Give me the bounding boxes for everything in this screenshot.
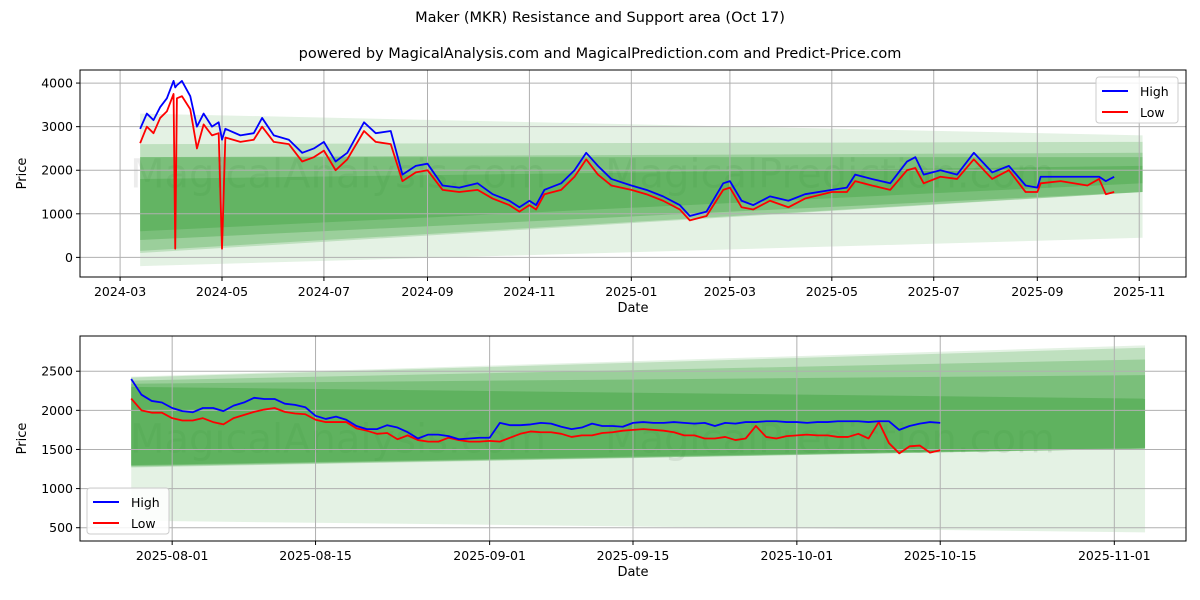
y-tick-label: 1000 bbox=[41, 206, 73, 221]
chart-title: Maker (MKR) Resistance and Support area … bbox=[415, 10, 785, 26]
y-tick-label: 500 bbox=[49, 520, 73, 535]
legend-high-label: High bbox=[131, 495, 160, 510]
legend-low-label: Low bbox=[1140, 105, 1165, 120]
high-series-line bbox=[139, 79, 1115, 217]
x-tick-label: 2024-07 bbox=[298, 284, 350, 299]
chart-2: MagicalAnalysis.com MagicalPrediction.com… bbox=[15, 335, 1187, 580]
x-tick-label: 2025-05 bbox=[806, 284, 858, 299]
legend-low-label: Low bbox=[131, 516, 156, 531]
x-tick-label: 2025-01 bbox=[605, 284, 657, 299]
support-resistance-band bbox=[131, 359, 1146, 467]
x-axis-label: Date bbox=[617, 565, 648, 580]
x-tick-label: 2024-03 bbox=[94, 284, 146, 299]
x-tick-label: 2025-03 bbox=[704, 284, 756, 299]
y-tick-label: 1500 bbox=[41, 442, 73, 457]
y-tick-label: 3000 bbox=[41, 119, 73, 134]
chart-subtitle: powered by MagicalAnalysis.com and Magic… bbox=[298, 46, 902, 62]
support-resistance-band bbox=[131, 375, 1146, 466]
x-tick-label: 2024-05 bbox=[196, 284, 248, 299]
x-tick-label: 2025-11 bbox=[1113, 284, 1165, 299]
low-series-line bbox=[139, 93, 1115, 250]
x-tick-label: 2025-09-15 bbox=[597, 548, 670, 563]
support-resistance-band bbox=[140, 141, 1143, 254]
watermark-text: MagicalAnalysis.com bbox=[130, 417, 546, 463]
x-tick-label: 2024-09 bbox=[401, 284, 453, 299]
support-resistance-band bbox=[140, 113, 1143, 267]
x-tick-label: 2025-10-15 bbox=[904, 548, 977, 563]
legend: High Low bbox=[86, 487, 170, 535]
x-tick-label: 2025-09-01 bbox=[453, 548, 526, 563]
axes-frame bbox=[79, 335, 1187, 542]
x-tick-label: 2024-11 bbox=[503, 284, 555, 299]
y-axis-label: Price bbox=[15, 423, 30, 455]
y-tick-label: 4000 bbox=[41, 76, 73, 91]
chart-1: MagicalAnalysis.com MagicalPrediction.com… bbox=[15, 69, 1187, 316]
legend: High Low bbox=[1095, 76, 1179, 124]
x-axis-label: Date bbox=[617, 301, 648, 316]
y-tick-label: 2000 bbox=[41, 403, 73, 418]
x-tick-label: 2025-09 bbox=[1011, 284, 1063, 299]
y-tick-label: 2000 bbox=[41, 163, 73, 178]
x-tick-label: 2025-08-01 bbox=[136, 548, 209, 563]
low-series-line bbox=[130, 398, 941, 455]
y-tick-label: 2500 bbox=[41, 364, 73, 379]
support-resistance-band bbox=[140, 152, 1143, 251]
support-resistance-band bbox=[131, 345, 1146, 533]
x-tick-label: 2025-10-01 bbox=[761, 548, 834, 563]
legend-high-label: High bbox=[1140, 84, 1169, 99]
y-axis-label: Price bbox=[15, 158, 30, 190]
high-series-line bbox=[130, 378, 941, 441]
support-resistance-band bbox=[140, 157, 1143, 240]
x-tick-label: 2025-08-15 bbox=[279, 548, 352, 563]
y-tick-label: 0 bbox=[65, 250, 73, 265]
axes-frame bbox=[79, 69, 1187, 278]
x-tick-label: 2025-11-01 bbox=[1078, 548, 1151, 563]
y-tick-label: 1000 bbox=[41, 481, 73, 496]
support-resistance-band bbox=[131, 347, 1146, 468]
x-tick-label: 2025-07 bbox=[908, 284, 960, 299]
watermark-text: MagicalPrediction.com bbox=[605, 417, 1055, 463]
